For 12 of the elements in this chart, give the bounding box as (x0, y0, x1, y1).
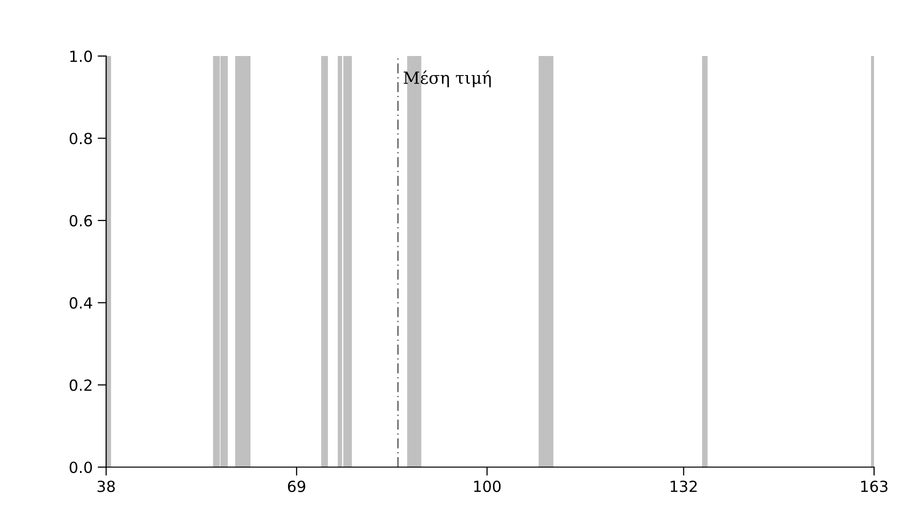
ref-line-label: Μέση τιμή (404, 70, 491, 88)
y-tick-label: 1.0 (70, 50, 92, 62)
x-tick-label: 132 (670, 480, 697, 492)
x-tick-label: 163 (861, 480, 888, 492)
x-tick-label: 38 (98, 480, 115, 492)
y-tick-label: 0.8 (70, 132, 92, 144)
y-tick-label: 0.2 (70, 379, 92, 391)
x-tick-label: 100 (474, 480, 501, 492)
y-tick-label: 0.4 (70, 297, 92, 309)
y-tick-label: 0.0 (70, 462, 92, 474)
y-tick-label: 0.6 (70, 214, 92, 227)
x-tick-label: 69 (288, 480, 306, 492)
